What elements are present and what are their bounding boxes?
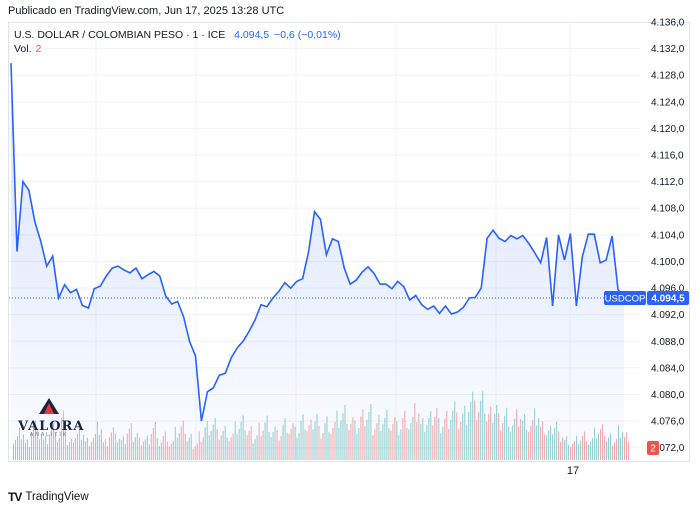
symbol-tag-label: USDCOP bbox=[605, 294, 646, 305]
y-axis: 4.136,0 4.132,0 4.128,0 4.124,0 4.120,0 4.116… bbox=[651, 18, 685, 455]
y-tick-label: 4.132,0 bbox=[651, 44, 685, 55]
price-tag bbox=[647, 291, 689, 306]
valora-name: VALORA bbox=[18, 419, 85, 434]
valora-watermark: VALORA ANALITIK bbox=[18, 398, 85, 438]
legend: U.S. DOLLAR / COLOMBIAN PESO · 1 · ICE 4… bbox=[14, 29, 341, 41]
valora-sub: ANALITIK bbox=[29, 432, 69, 438]
y-tick-label: 4.096,0 bbox=[651, 284, 685, 295]
y-tick-label: 4.080,0 bbox=[651, 390, 685, 401]
y-tick-label: 4.128,0 bbox=[651, 71, 685, 82]
volume-bar bbox=[626, 432, 627, 460]
y-tick-label: 4.136,0 bbox=[651, 18, 685, 29]
volume-tag-label: 2 bbox=[650, 444, 656, 455]
y-tick-label: 4.100,0 bbox=[651, 257, 685, 268]
y-tick-label: 4.104,0 bbox=[651, 230, 685, 241]
price-tag-label: 4.094,5 bbox=[651, 294, 685, 305]
legend-change: −0,6 (−0,01%) bbox=[274, 29, 341, 41]
y-tick-label: 4.092,0 bbox=[651, 310, 685, 321]
volume-bar bbox=[628, 442, 629, 460]
x-tick-label: 17 bbox=[567, 465, 579, 477]
y-tick-label: 4.108,0 bbox=[651, 204, 685, 215]
price-tags: USDCOP 4.094,5 2 bbox=[604, 291, 689, 455]
x-axis: 17 bbox=[567, 465, 579, 477]
tradingview-brand: TradingView bbox=[25, 491, 89, 503]
volume-value: 2 bbox=[35, 43, 42, 55]
y-tick-label: 4.124,0 bbox=[651, 97, 685, 108]
tradingview-logo[interactable]: TV TradingView bbox=[8, 490, 89, 504]
volume-label: Vol. bbox=[14, 43, 32, 55]
price-line bbox=[10, 63, 625, 422]
valora-logo-icon bbox=[39, 398, 59, 414]
y-tick-label: 4.076,0 bbox=[651, 417, 685, 428]
volume-bar bbox=[624, 436, 625, 460]
symbol-tag bbox=[604, 291, 646, 306]
volume-legend: Vol. 2 bbox=[14, 43, 41, 55]
y-tick-label: 4.120,0 bbox=[651, 124, 685, 135]
y-tick-label: 4.072,0 bbox=[651, 443, 685, 454]
y-tick-label: 4.112,0 bbox=[651, 177, 684, 188]
volume-tag bbox=[647, 441, 659, 455]
price-area bbox=[11, 63, 624, 461]
legend-last: 4.094,5 bbox=[234, 29, 270, 41]
y-tick-label: 4.116,0 bbox=[651, 151, 684, 162]
y-tick-label: 4.084,0 bbox=[651, 363, 685, 374]
y-tick-label: 4.088,0 bbox=[651, 337, 685, 348]
legend-symbol: U.S. DOLLAR / COLOMBIAN PESO · 1 · ICE bbox=[14, 29, 226, 41]
published-caption: Publicado en TradingView.com, Jun 17, 20… bbox=[8, 5, 285, 17]
tradingview-icon: TV bbox=[8, 490, 22, 504]
